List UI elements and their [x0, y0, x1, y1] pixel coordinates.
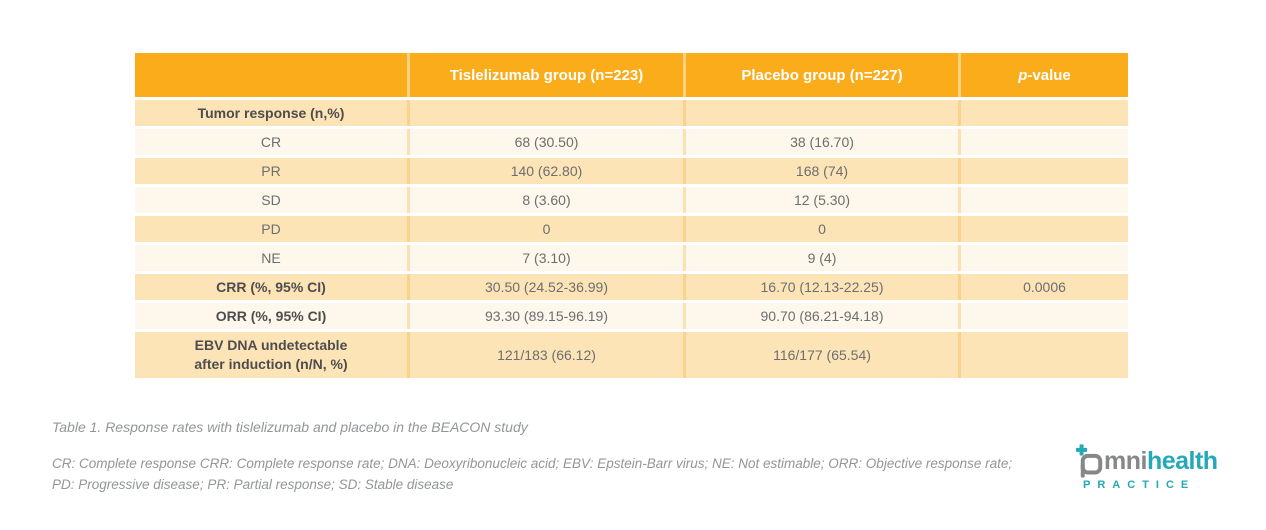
table-row-crr: CRR (%, 95% CI) 30.50 (24.52-36.99) 16.7… [135, 274, 1128, 300]
omnihealth-practice-logo: mnihealth PRACTICE [1076, 444, 1218, 491]
table-row-cr: CR 68 (30.50) 38 (16.70) [135, 129, 1128, 155]
p-value-italic-p: p [1018, 66, 1028, 84]
table-row-pr: PR 140 (62.80) 168 (74) [135, 158, 1128, 184]
table-row-pd: PD 0 0 [135, 216, 1128, 242]
abbreviations-footnote: CR: Complete response CRR: Complete resp… [52, 453, 1012, 495]
p-value-rest: -value [1027, 66, 1071, 84]
response-rates-table: Tislelizumab group (n=223) Placebo group… [135, 50, 1128, 381]
header-placebo-group: Placebo group (n=227) [683, 53, 958, 97]
table-row-ne: NE 7 (3.10) 9 (4) [135, 245, 1128, 271]
table-row-ebv-dna: EBV DNA undetectable after induction (n/… [135, 332, 1128, 378]
logo-word-omni: mni [1104, 447, 1147, 475]
results-table: Tislelizumab group (n=223) Placebo group… [135, 50, 1128, 381]
footnote-line2: PD: Progressive disease; PR: Partial res… [52, 477, 454, 492]
table-row-tumor-response: Tumor response (n,%) [135, 100, 1128, 126]
ebv-label-line1: EBV DNA undetectable [194, 337, 348, 353]
footnote-line1: CR: Complete response CRR: Complete resp… [52, 456, 1013, 471]
logo-subtitle-practice: PRACTICE [1083, 479, 1196, 491]
table-row-orr: ORR (%, 95% CI) 93.30 (89.15-96.19) 90.7… [135, 303, 1128, 329]
table-row-sd: SD 8 (3.60) 12 (5.30) [135, 187, 1128, 213]
header-empty-cell [135, 53, 407, 97]
logo-word-health: health [1146, 447, 1218, 475]
logo-wordmark: mnihealth [1104, 444, 1218, 478]
header-tislelizumab-group: Tislelizumab group (n=223) [407, 53, 683, 97]
header-row: Tislelizumab group (n=223) Placebo group… [135, 53, 1128, 97]
table-caption: Table 1. Response rates with tislelizuma… [52, 419, 528, 435]
ebv-label-line2: after induction (n/N, %) [194, 356, 348, 372]
omnihealth-logo-icon [1076, 444, 1103, 478]
header-p-value: p-value [958, 53, 1128, 97]
